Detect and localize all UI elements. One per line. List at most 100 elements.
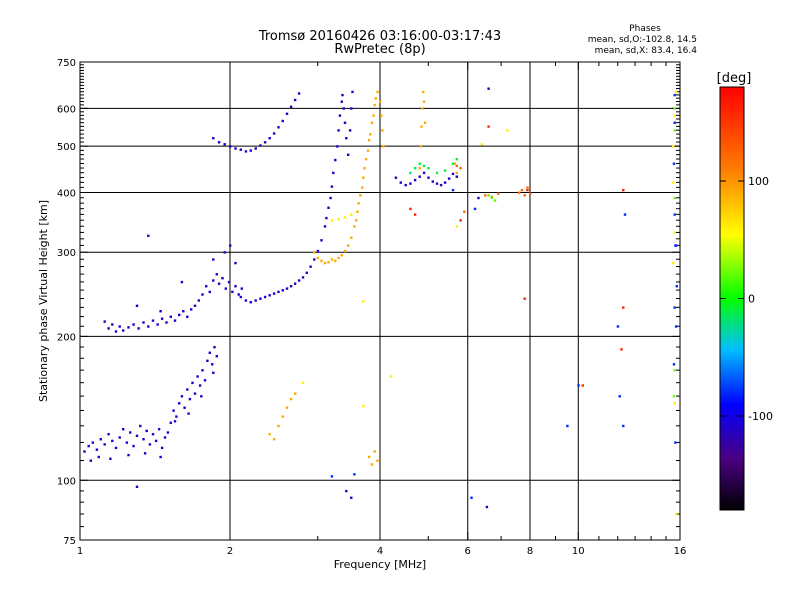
- data-point: [301, 276, 305, 279]
- data-point: [374, 97, 377, 100]
- data-point: [340, 100, 343, 103]
- data-point: [350, 496, 353, 499]
- data-point: [182, 310, 185, 313]
- data-point: [581, 384, 584, 387]
- data-point: [173, 319, 177, 322]
- data-point: [196, 375, 199, 378]
- data-point: [169, 315, 172, 318]
- colorbar-tick-label: -100: [748, 410, 773, 423]
- data-point: [91, 441, 94, 444]
- y-axis-label: Stationary phase Virtual Height [km]: [37, 200, 50, 402]
- data-point: [180, 395, 184, 398]
- data-point: [427, 167, 430, 170]
- data-point: [622, 188, 625, 192]
- data-point: [420, 125, 423, 128]
- data-point: [293, 98, 297, 102]
- data-point: [348, 129, 352, 132]
- stats-line-x: mean, sd,X: 83.4, 16.4: [595, 46, 698, 56]
- data-point: [173, 420, 177, 423]
- data-point: [309, 265, 312, 268]
- data-point: [147, 325, 150, 328]
- data-point: [320, 259, 323, 263]
- chart-title: Tromsø 20160426 03:16:00-03:17:43: [258, 29, 501, 44]
- data-point: [103, 320, 106, 323]
- data-point: [506, 129, 509, 132]
- data-point: [154, 439, 158, 443]
- data-point: [674, 244, 678, 247]
- data-point: [313, 251, 316, 254]
- data-point: [217, 282, 221, 285]
- data-point: [118, 436, 121, 439]
- data-point: [281, 289, 284, 292]
- data-point: [455, 158, 458, 161]
- data-point: [203, 379, 207, 382]
- data-point: [674, 325, 678, 328]
- colorbar-tick-label: 100: [748, 175, 769, 188]
- data-point: [129, 431, 132, 434]
- grid-lines: [80, 62, 680, 540]
- data-point: [529, 192, 532, 195]
- data-point: [254, 299, 257, 302]
- data-point: [89, 459, 92, 462]
- data-point: [122, 428, 125, 431]
- data-point: [148, 443, 152, 446]
- data-point: [413, 167, 417, 170]
- data-point: [480, 143, 484, 146]
- data-point: [418, 175, 421, 178]
- x-tick-label: 6: [465, 546, 471, 557]
- data-point: [455, 164, 458, 168]
- data-point: [107, 433, 110, 436]
- data-point: [422, 100, 426, 103]
- x-tick-label: 2: [227, 546, 233, 557]
- data-point: [361, 186, 364, 189]
- data-point: [350, 107, 353, 110]
- data-point: [234, 261, 237, 265]
- data-point: [127, 326, 130, 329]
- data-point: [520, 188, 524, 192]
- data-point: [103, 443, 106, 446]
- data-point: [370, 121, 374, 124]
- data-point: [389, 375, 392, 378]
- data-point: [451, 162, 455, 165]
- data-point: [157, 428, 161, 431]
- data-point: [320, 239, 323, 242]
- data-point: [223, 143, 226, 146]
- data-point: [487, 194, 490, 197]
- data-point: [342, 107, 345, 110]
- data-point: [316, 249, 320, 253]
- data-point: [201, 369, 204, 372]
- data-point: [159, 310, 162, 313]
- data-point: [343, 216, 347, 219]
- data-point: [212, 137, 215, 140]
- data-point: [212, 258, 215, 261]
- data-point: [145, 429, 148, 433]
- y-tick-label: 500: [57, 142, 76, 153]
- data-point: [493, 199, 497, 202]
- chart-subtitle: RwPretec (8p): [334, 42, 425, 57]
- data-point: [305, 271, 308, 274]
- data-point: [212, 279, 215, 282]
- data-point: [367, 455, 371, 459]
- data-point: [151, 319, 155, 322]
- data-point: [178, 402, 181, 405]
- data-point: [337, 129, 340, 132]
- data-point: [484, 194, 487, 197]
- data-point: [229, 145, 232, 148]
- data-point: [443, 181, 447, 184]
- data-point: [334, 259, 337, 263]
- data-point: [577, 384, 580, 387]
- data-point: [616, 325, 620, 328]
- data-point: [672, 145, 675, 148]
- data-point: [423, 121, 427, 124]
- data-point: [327, 206, 330, 209]
- data-point: [114, 446, 118, 450]
- data-point: [142, 438, 145, 441]
- data-point: [254, 147, 257, 150]
- data-point: [239, 295, 242, 299]
- data-point: [183, 406, 186, 409]
- data-point: [175, 415, 178, 418]
- data-point: [111, 439, 114, 443]
- data-point: [169, 421, 172, 424]
- data-point: [132, 444, 135, 448]
- data-point: [523, 297, 526, 300]
